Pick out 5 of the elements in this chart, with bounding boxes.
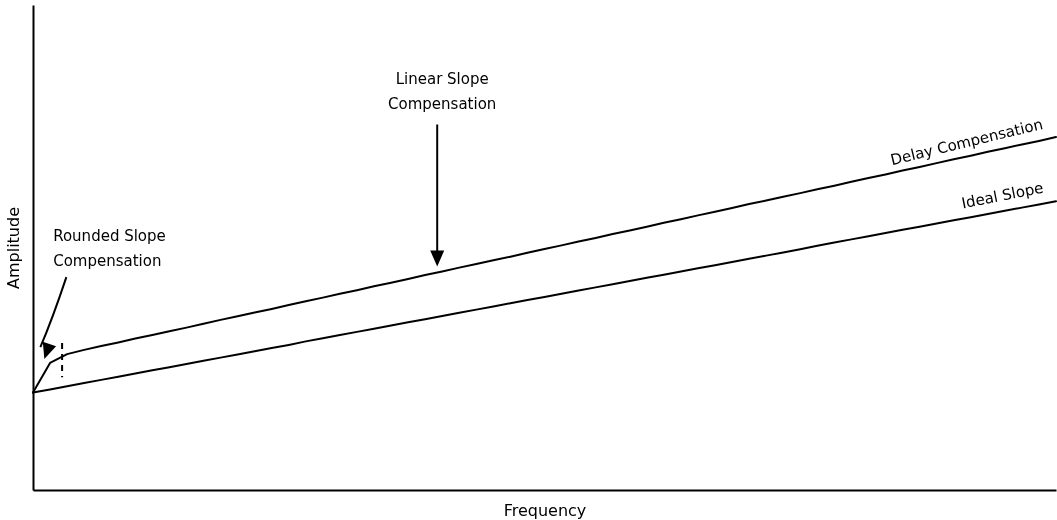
annotation: Rounded Slope Compensation [53, 227, 166, 271]
text: Ideal Slope [960, 178, 1045, 213]
y-axis-title: Amplitude [3, 207, 23, 289]
x-axis-title: Frequency [503, 500, 587, 520]
text: Linear Slope Compensation [388, 69, 497, 113]
